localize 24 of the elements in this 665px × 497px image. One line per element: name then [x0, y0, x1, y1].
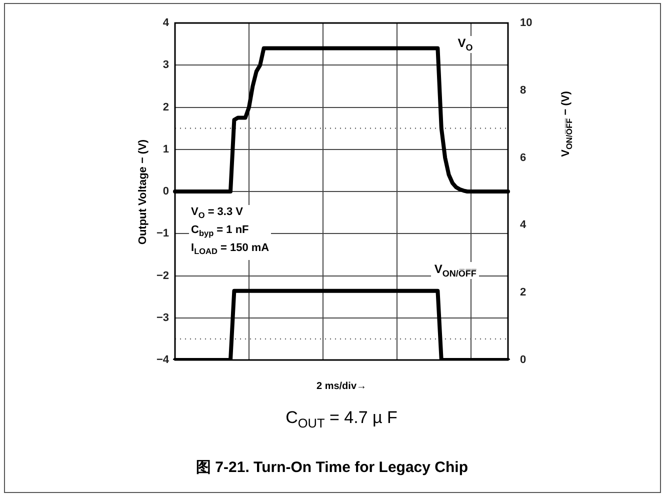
y-tick-label: −3	[156, 312, 169, 324]
y-tick-label: 4	[162, 17, 170, 30]
annotation: V$_{O}$ = 3.3 V	[191, 206, 243, 220]
annotation: I$_{LOAD}$ = 150 mA	[191, 242, 270, 257]
y-tick-label: −1	[156, 228, 169, 240]
y-tick-label: −2	[156, 270, 169, 282]
y-tick-label: 2	[162, 101, 169, 114]
y2-tick-label: 10	[520, 17, 532, 30]
y-tick-label: 3	[162, 59, 169, 72]
y-tick-label: 1	[162, 143, 169, 156]
y2-tick-label: 8	[520, 84, 526, 96]
series-label: V$_{O}$	[454, 36, 476, 53]
annotation: C$_{byp}$ = 1 nF	[191, 224, 249, 238]
y2-tick-label: 0	[520, 354, 526, 366]
text: C$_{OUT}$ = 4.7 µ F	[286, 408, 398, 430]
x-axis-title: 2 ms/div→	[316, 381, 367, 392]
y-axis-title: Output Voltage − (V)	[137, 138, 149, 244]
y-tick-label: 0	[162, 186, 169, 198]
series-label: V$_{ON/O̅F̅F̅}$	[431, 262, 480, 279]
y2-tick-label: 6	[520, 152, 526, 164]
y-tick-label: −4	[156, 354, 170, 366]
y2-tick-label: 2	[520, 286, 526, 299]
text: 图 7-21. Turn-On Time for Legacy Chip	[196, 458, 468, 477]
y2-tick-label: 4	[520, 219, 527, 232]
